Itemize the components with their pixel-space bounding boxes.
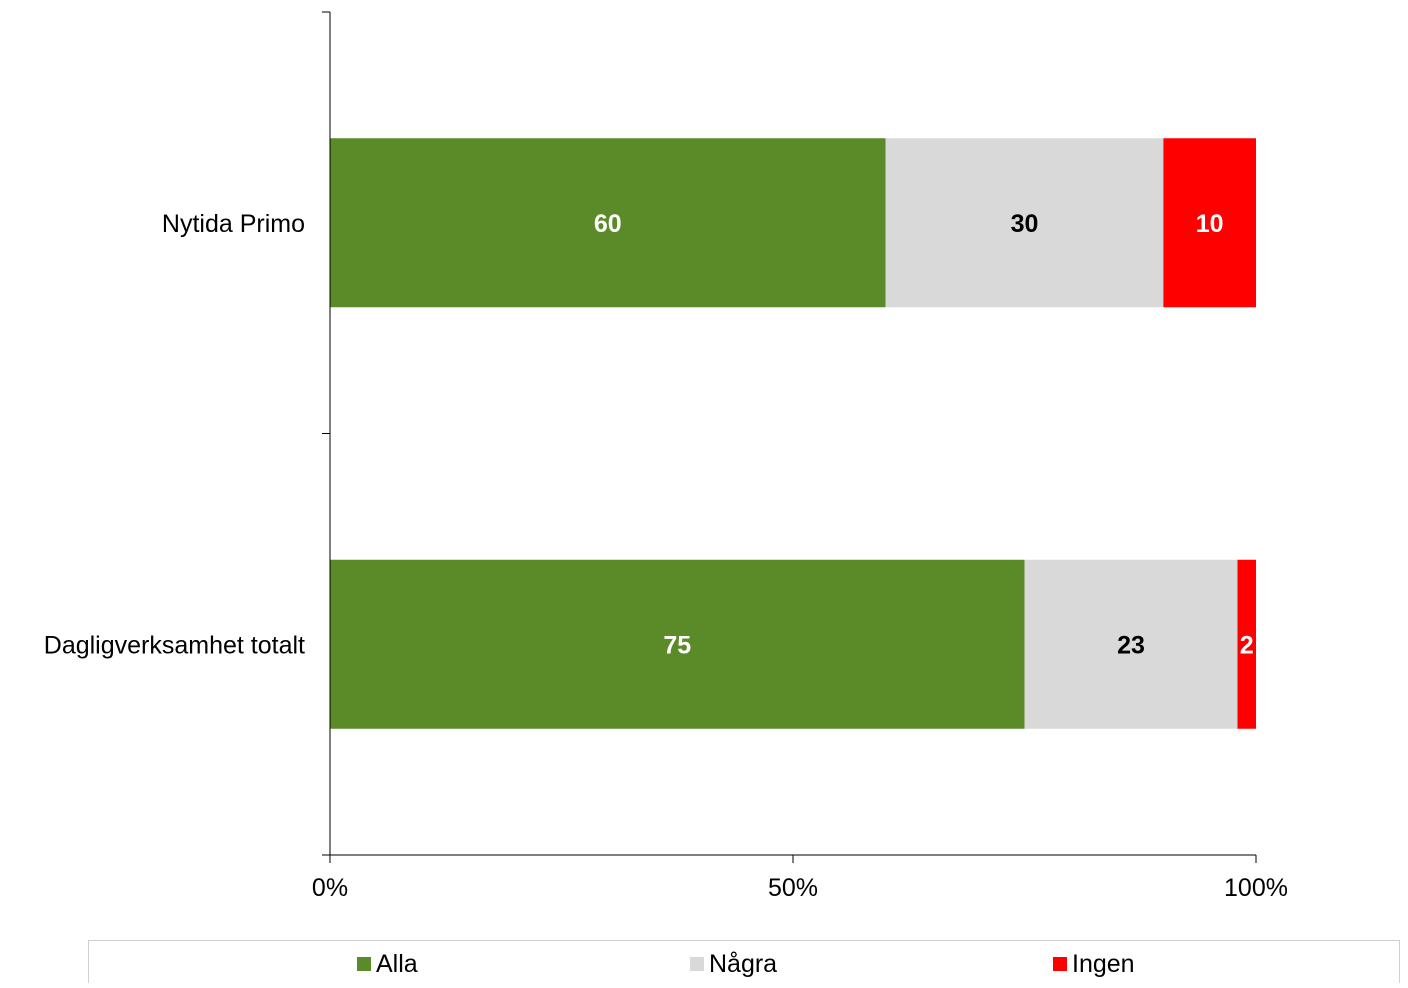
bar-segment	[885, 138, 1164, 308]
data-label: 23	[1117, 631, 1145, 659]
legend-label: Alla	[376, 950, 418, 978]
bar-segment	[1237, 559, 1256, 729]
legend-swatch	[690, 957, 704, 971]
x-tick-label: 100%	[1224, 874, 1288, 902]
legend-label: Några	[709, 950, 777, 978]
x-tick-label: 50%	[768, 874, 818, 902]
data-label: 10	[1196, 210, 1224, 238]
legend-swatch	[1053, 957, 1067, 971]
bar-segment	[1024, 559, 1238, 729]
bars-layer: 60 30 10 75 23 2	[330, 138, 1256, 729]
data-label: 75	[663, 631, 691, 659]
legend-swatch	[357, 957, 371, 971]
legend: Alla Några Ingen	[88, 940, 1400, 988]
data-label: 2	[1240, 631, 1254, 659]
category-label: Nytida Primo	[162, 210, 305, 238]
bar-segment	[330, 138, 886, 308]
x-tick-label: 0%	[312, 874, 348, 902]
axes-layer: Nytida Primo Dagligverksamhet totalt 0% 50%…	[44, 11, 1288, 902]
category-label: Dagligverksamhet totalt	[44, 631, 305, 659]
legend-box	[88, 940, 1400, 988]
bar-segment	[330, 559, 1025, 729]
data-label: 60	[594, 210, 622, 238]
bar-segment	[1163, 138, 1256, 308]
legend-label: Ingen	[1072, 950, 1135, 978]
data-label: 30	[1011, 210, 1039, 238]
